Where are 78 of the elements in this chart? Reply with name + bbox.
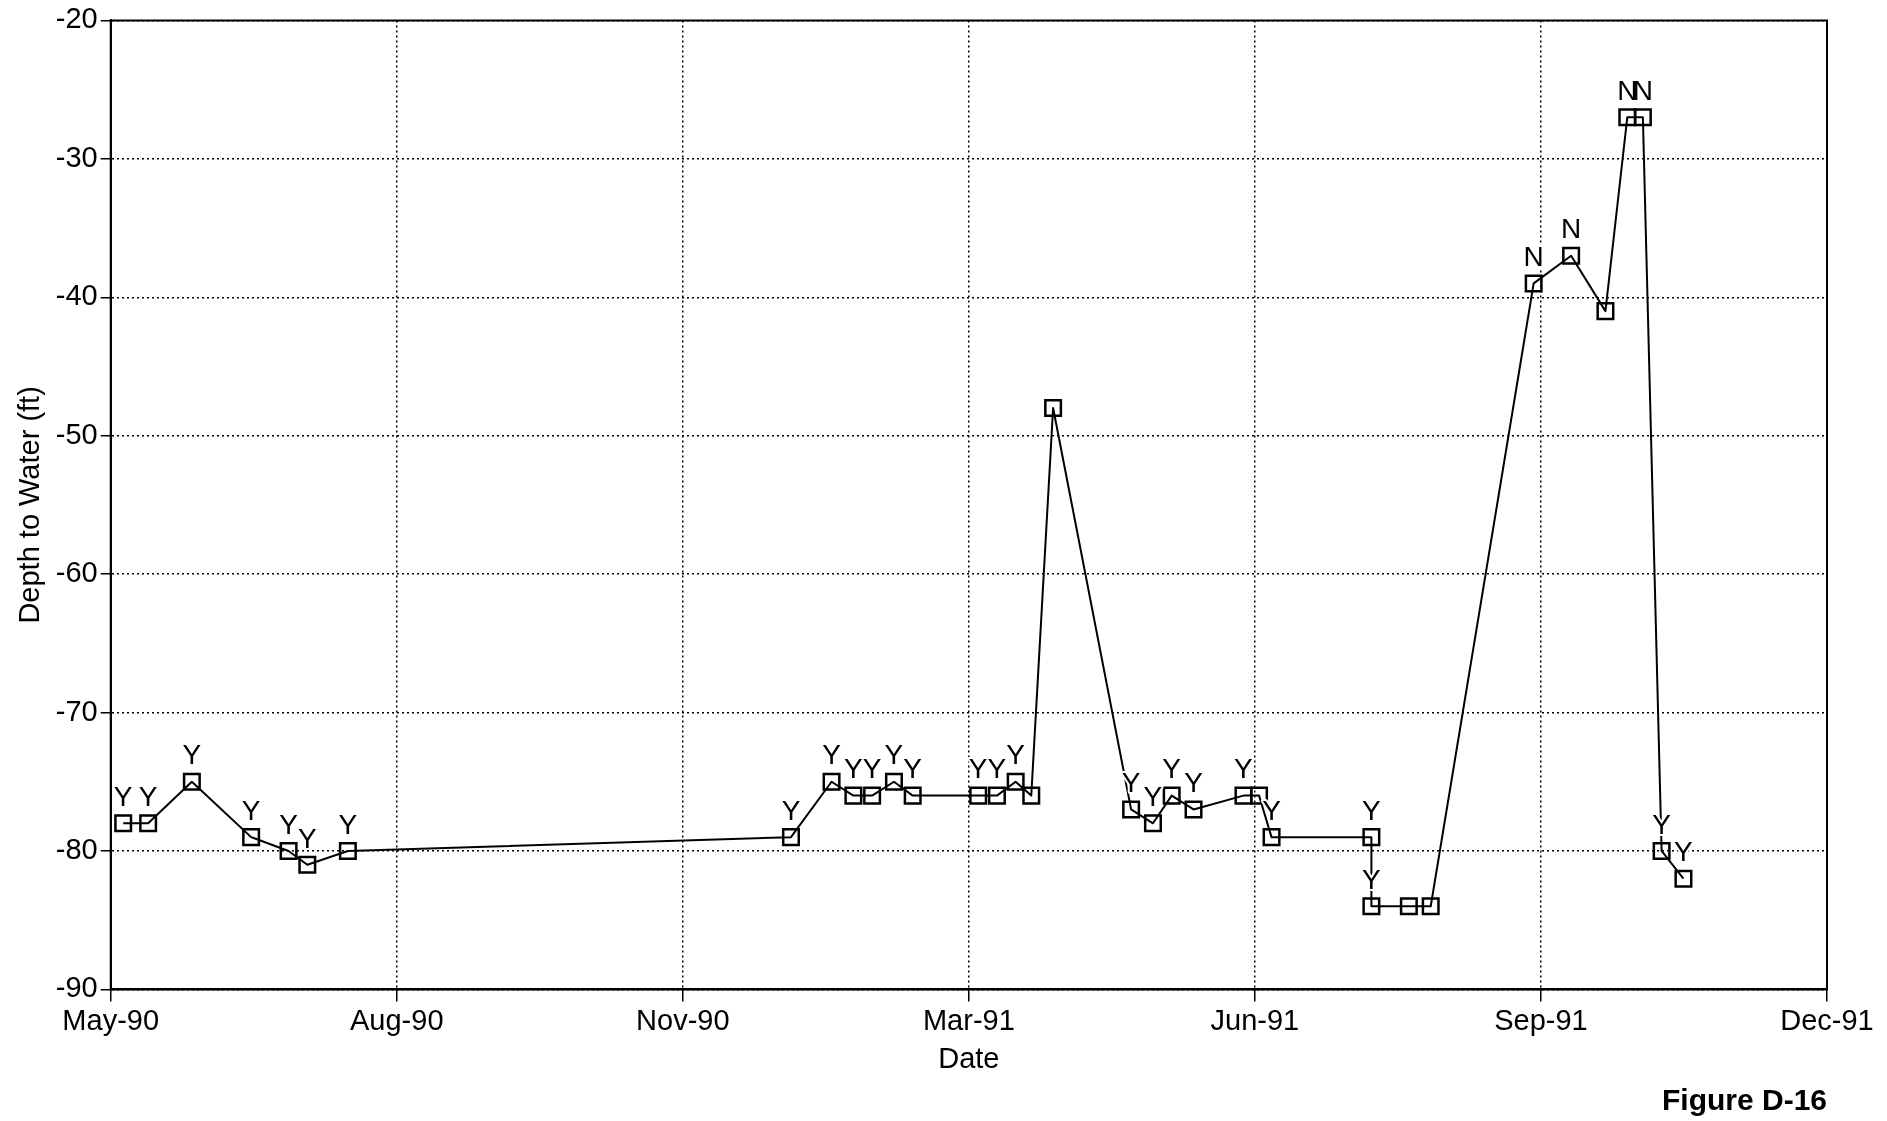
- annotation: Y: [1162, 753, 1182, 785]
- x-tick-label: Aug-90: [350, 1003, 444, 1036]
- point: [1362, 897, 1381, 916]
- x-tick-label: Nov-90: [636, 1003, 730, 1036]
- y-tick-label: -50: [55, 417, 98, 450]
- x-tick-label: Dec-91: [1780, 1003, 1874, 1036]
- point: [242, 828, 261, 847]
- annotation: Y: [1262, 794, 1282, 826]
- point: [1399, 897, 1418, 916]
- point: [182, 772, 201, 791]
- point: [781, 828, 801, 847]
- annotation: Y: [844, 753, 864, 785]
- point: [969, 786, 988, 805]
- point: [298, 855, 317, 874]
- point: [338, 841, 357, 860]
- x-tick-label: Jun-91: [1210, 1003, 1300, 1036]
- point: [1122, 800, 1141, 819]
- point: [1162, 786, 1181, 805]
- annotation: Y: [113, 781, 133, 812]
- annotation: N: [1523, 241, 1544, 273]
- annotation: Y: [1674, 836, 1694, 868]
- point: [1524, 274, 1543, 293]
- point: [1234, 786, 1253, 805]
- annotation: Y: [884, 739, 904, 771]
- x-tick-label: Mar-91: [922, 1003, 1015, 1036]
- annotation: Y: [338, 808, 358, 840]
- y-tick-label: -90: [55, 971, 98, 1004]
- text: Figure D-16: [1661, 1083, 1827, 1117]
- point: [114, 814, 133, 833]
- annotation: Y: [1362, 794, 1382, 826]
- x-tick-label: Sep-91: [1494, 1003, 1588, 1036]
- annotation: Y: [279, 808, 299, 840]
- point: [863, 786, 882, 805]
- annotation: Y: [182, 739, 202, 771]
- annotation: Y: [1184, 767, 1204, 799]
- y-tick-label: -80: [55, 832, 98, 865]
- annotation: Y: [862, 753, 882, 785]
- annotation: Y: [968, 753, 988, 785]
- annotation: Y: [138, 781, 158, 812]
- y-tick-label: -40: [55, 279, 98, 312]
- x-axis-title: Date: [938, 1041, 1000, 1074]
- point: [1652, 841, 1671, 860]
- point: [987, 786, 1006, 805]
- annotation: Y: [822, 739, 842, 771]
- point: [844, 786, 863, 805]
- point: [1362, 828, 1381, 847]
- point: [903, 786, 922, 805]
- annotation: Y: [241, 794, 261, 826]
- point: [1674, 869, 1693, 888]
- annotation: Y: [1143, 781, 1163, 812]
- point: [1044, 398, 1063, 418]
- annotation: Y: [987, 753, 1007, 785]
- y-axis-title: Depth to Water (ft): [13, 386, 46, 624]
- point: [1262, 828, 1281, 847]
- point: [1618, 108, 1637, 127]
- point: [1143, 814, 1162, 833]
- y-tick-label: -70: [55, 694, 98, 727]
- y-tick-label: -20: [55, 2, 98, 35]
- annotation: Y: [781, 794, 801, 826]
- y-tick-label: -60: [55, 556, 98, 589]
- point: [1022, 786, 1041, 805]
- point: [279, 841, 298, 860]
- annotation: Y: [1006, 739, 1026, 771]
- point: [822, 772, 841, 791]
- point: [139, 814, 158, 833]
- annotation: Y: [1234, 753, 1254, 785]
- point: [1006, 772, 1025, 791]
- point: [884, 772, 903, 791]
- point: [1596, 302, 1615, 321]
- point: [1184, 800, 1203, 819]
- y-tick-label: -30: [55, 140, 98, 173]
- point: [1562, 246, 1581, 265]
- point: [1633, 108, 1652, 127]
- point: [1421, 897, 1440, 916]
- x-tick-label: May-90: [62, 1003, 160, 1036]
- annotation: Y: [297, 822, 317, 854]
- annotation: Y: [903, 753, 923, 785]
- annotation: N: [1561, 213, 1582, 245]
